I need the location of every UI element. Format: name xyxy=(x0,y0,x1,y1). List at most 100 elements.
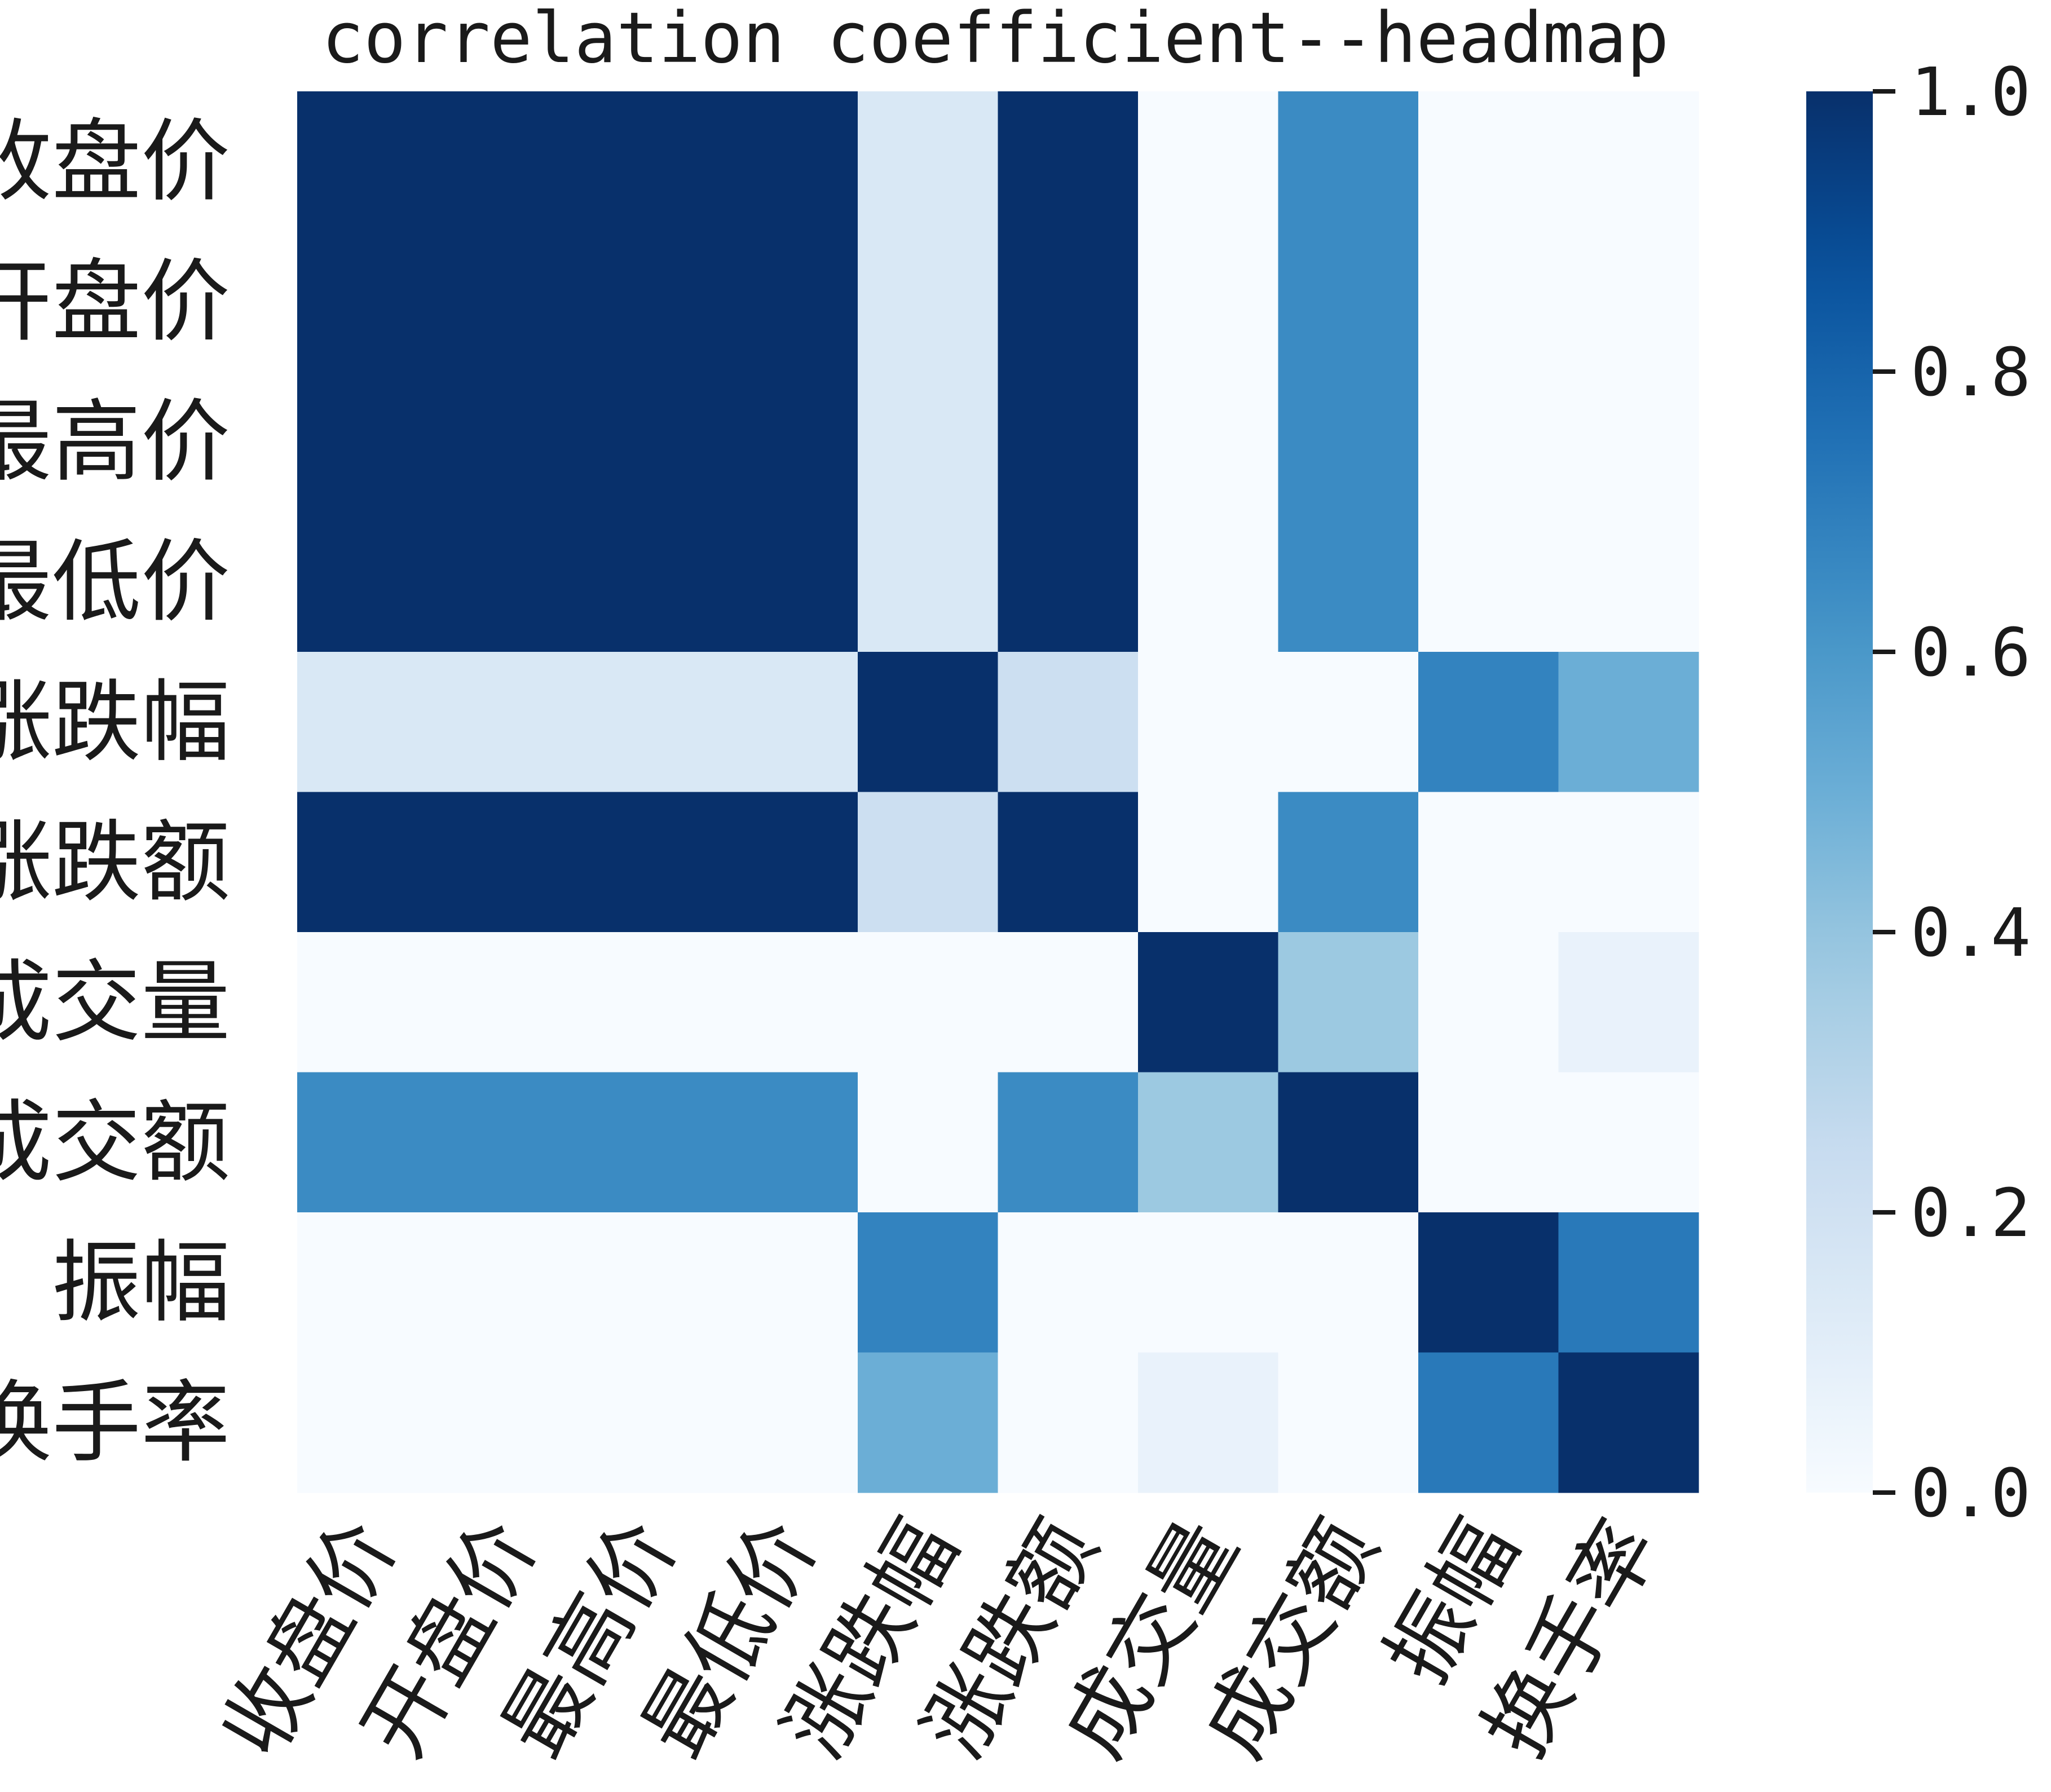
colorbar-ticks: 0.0 0.2 0.4 0.6 0.8 1.0 xyxy=(1873,53,2031,1532)
row-label: 收盘价 xyxy=(0,110,230,214)
heatmap-cell-5-9 xyxy=(1558,792,1699,933)
heatmap-cell-8-9 xyxy=(1558,1212,1699,1353)
heatmap-cell-0-6 xyxy=(1138,91,1279,232)
colorbar-tick-label: 0.0 xyxy=(1911,1454,2031,1532)
heatmap-cell-2-5 xyxy=(998,372,1139,513)
heatmap-cell-3-9 xyxy=(1558,511,1699,652)
heatmap-cell-8-7 xyxy=(1278,1212,1419,1353)
row-label: 开盘价 xyxy=(0,250,230,354)
heatmap-cell-6-1 xyxy=(437,932,578,1073)
colorbar-tick-label: 0.8 xyxy=(1911,333,2031,411)
heatmap-cell-7-1 xyxy=(437,1072,578,1213)
heatmap-cell-0-7 xyxy=(1278,91,1419,232)
heatmap-cell-6-5 xyxy=(998,932,1139,1073)
row-label: 涨跌幅 xyxy=(0,670,230,774)
heatmap-cell-3-1 xyxy=(437,511,578,652)
heatmap-cell-2-0 xyxy=(297,372,438,513)
heatmap-cell-3-3 xyxy=(717,511,858,652)
heatmap-cell-1-5 xyxy=(998,231,1139,372)
heatmap-cell-1-1 xyxy=(437,231,578,372)
chart-title: correlation coefficient--headmap xyxy=(322,0,1669,79)
heatmap-cell-6-0 xyxy=(297,932,438,1073)
colorbar-gradient xyxy=(1806,91,1873,1493)
heatmap-cell-4-8 xyxy=(1418,652,1559,793)
heatmap-cell-8-3 xyxy=(717,1212,858,1353)
heatmap-cell-7-9 xyxy=(1558,1072,1699,1213)
heatmap-cell-7-5 xyxy=(998,1072,1139,1213)
heatmap-cell-4-2 xyxy=(577,652,718,793)
heatmap-cell-5-7 xyxy=(1278,792,1419,933)
row-label: 换手率 xyxy=(0,1371,230,1475)
heatmap-cell-3-8 xyxy=(1418,511,1559,652)
heatmap-cell-7-3 xyxy=(717,1072,858,1213)
heatmap-cell-8-5 xyxy=(998,1212,1139,1353)
row-label: 成交额 xyxy=(0,1091,230,1195)
heatmap-cell-0-3 xyxy=(717,91,858,232)
colorbar-tick-label: 0.4 xyxy=(1911,894,2031,972)
heatmap-cell-8-6 xyxy=(1138,1212,1279,1353)
heatmap-cell-4-5 xyxy=(998,652,1139,793)
heatmap-cell-3-2 xyxy=(577,511,718,652)
heatmap-cell-8-0 xyxy=(297,1212,438,1353)
heatmap-cell-0-9 xyxy=(1558,91,1699,232)
heatmap-cell-9-3 xyxy=(717,1352,858,1493)
heatmap-cell-2-7 xyxy=(1278,372,1419,513)
colorbar-tick-label: 1.0 xyxy=(1911,53,2031,131)
heatmap-cell-3-4 xyxy=(858,511,999,652)
heatmap-cell-4-3 xyxy=(717,652,858,793)
row-label: 涨跌额 xyxy=(0,811,230,915)
heatmap-cell-9-9 xyxy=(1558,1352,1699,1493)
colorbar-tick-label: 0.6 xyxy=(1911,613,2031,691)
heatmap-cell-9-6 xyxy=(1138,1352,1279,1493)
heatmap-cell-6-8 xyxy=(1418,932,1559,1073)
heatmap-cell-5-4 xyxy=(858,792,999,933)
heatmap-cell-0-1 xyxy=(437,91,578,232)
heatmap-cell-5-0 xyxy=(297,792,438,933)
heatmap-cell-4-0 xyxy=(297,652,438,793)
heatmap-cell-1-0 xyxy=(297,231,438,372)
heatmap-cell-0-0 xyxy=(297,91,438,232)
heatmap-cell-6-3 xyxy=(717,932,858,1073)
heatmap-cells xyxy=(297,91,1699,1493)
heatmap-cell-6-6 xyxy=(1138,932,1279,1073)
row-label: 成交量 xyxy=(0,951,230,1054)
heatmap-cell-2-9 xyxy=(1558,372,1699,513)
heatmap-cell-1-2 xyxy=(577,231,718,372)
heatmap-cell-9-5 xyxy=(998,1352,1139,1493)
heatmap-cell-2-3 xyxy=(717,372,858,513)
heatmap-cell-6-7 xyxy=(1278,932,1419,1073)
heatmap-cell-2-8 xyxy=(1418,372,1559,513)
heatmap-cell-8-1 xyxy=(437,1212,578,1353)
heatmap-cell-9-1 xyxy=(437,1352,578,1493)
heatmap-cell-1-9 xyxy=(1558,231,1699,372)
heatmap-cell-3-5 xyxy=(998,511,1139,652)
heatmap-cell-4-9 xyxy=(1558,652,1699,793)
row-label: 振幅 xyxy=(52,1231,230,1335)
heatmap-cell-1-4 xyxy=(858,231,999,372)
heatmap-cell-4-7 xyxy=(1278,652,1419,793)
heatmap-cell-0-2 xyxy=(577,91,718,232)
heatmap-cell-4-6 xyxy=(1138,652,1279,793)
colorbar-tick-label: 0.2 xyxy=(1911,1174,2031,1252)
heatmap-cell-4-4 xyxy=(858,652,999,793)
heatmap-cell-1-6 xyxy=(1138,231,1279,372)
heatmap-cell-6-2 xyxy=(577,932,718,1073)
row-label: 最低价 xyxy=(0,531,230,634)
heatmap-cell-7-8 xyxy=(1418,1072,1559,1213)
heatmap-cell-1-7 xyxy=(1278,231,1419,372)
heatmap-cell-4-1 xyxy=(437,652,578,793)
heatmap-cell-5-5 xyxy=(998,792,1139,933)
heatmap-cell-8-2 xyxy=(577,1212,718,1353)
heatmap-cell-5-6 xyxy=(1138,792,1279,933)
heatmap-cell-0-8 xyxy=(1418,91,1559,232)
heatmap-cell-7-0 xyxy=(297,1072,438,1213)
heatmap-cell-3-6 xyxy=(1138,511,1279,652)
heatmap-cell-7-7 xyxy=(1278,1072,1419,1213)
heatmap-cell-2-1 xyxy=(437,372,578,513)
heatmap-cell-3-7 xyxy=(1278,511,1419,652)
heatmap-cell-0-4 xyxy=(858,91,999,232)
heatmap-cell-0-5 xyxy=(998,91,1139,232)
heatmap-cell-8-8 xyxy=(1418,1212,1559,1353)
heatmap-cell-2-2 xyxy=(577,372,718,513)
